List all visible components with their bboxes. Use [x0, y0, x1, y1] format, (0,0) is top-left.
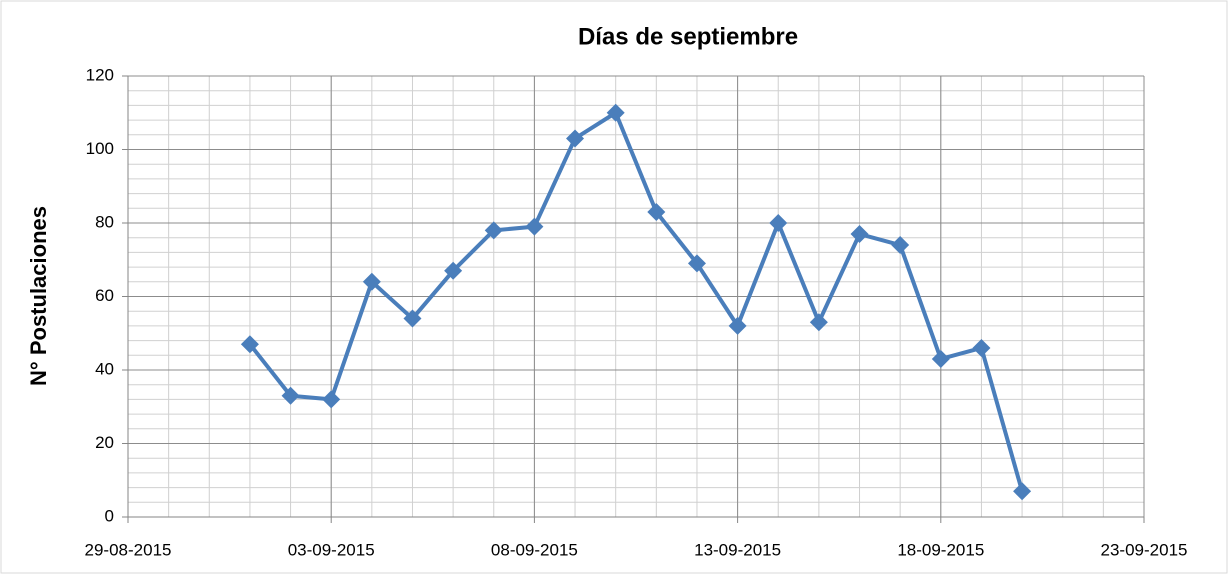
- x-tick-label: 13-09-2015: [694, 540, 781, 559]
- data-point: [240, 335, 259, 354]
- y-tick-label: 100: [86, 139, 114, 158]
- data-point: [322, 390, 341, 409]
- data-point: [769, 214, 788, 232]
- data-point: [566, 129, 585, 148]
- data-point: [891, 236, 910, 255]
- y-tick-label: 0: [105, 506, 114, 525]
- x-tick-label: 03-09-2015: [288, 540, 375, 559]
- y-tick-label: 40: [95, 359, 114, 378]
- data-point: [647, 202, 666, 221]
- data-point: [931, 349, 950, 368]
- data-point: [809, 313, 828, 332]
- y-tick-label: 120: [86, 65, 114, 84]
- data-point: [1013, 482, 1032, 501]
- y-axis-label: N° Postulaciones: [26, 206, 51, 386]
- data-point: [444, 261, 463, 280]
- data-point: [850, 225, 869, 244]
- x-tick-label: 29-08-2015: [85, 540, 172, 559]
- data-point: [728, 316, 747, 335]
- y-tick-label: 20: [95, 433, 114, 452]
- x-tick-label: 23-09-2015: [1101, 540, 1188, 559]
- y-tick-label: 60: [95, 286, 114, 305]
- data-point: [972, 338, 991, 357]
- y-tick-label: 80: [95, 212, 114, 231]
- chart-title: Días de septiembre: [578, 23, 798, 50]
- x-tick-label: 18-09-2015: [897, 540, 984, 559]
- data-point: [525, 217, 544, 236]
- x-tick-label: 08-09-2015: [491, 540, 578, 559]
- data-point: [606, 103, 625, 122]
- data-point: [281, 386, 300, 405]
- data-point: [362, 272, 381, 291]
- data-point: [403, 309, 422, 328]
- data-point: [687, 254, 706, 273]
- data-point: [484, 221, 503, 240]
